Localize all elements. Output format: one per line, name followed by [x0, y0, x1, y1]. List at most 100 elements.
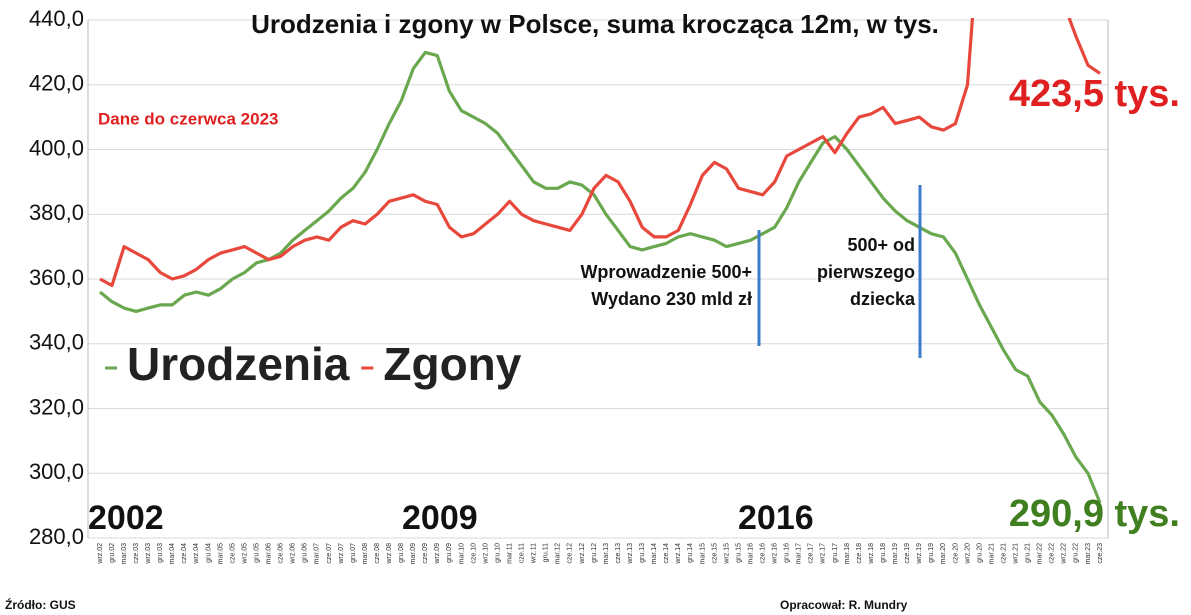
x-tick-label: gru.04 — [205, 543, 212, 563]
x-tick-label: gru.10 — [494, 543, 501, 563]
x-tick-label: mar.10 — [458, 543, 465, 565]
year-label: 2002 — [88, 499, 164, 537]
x-tick-label: mar.18 — [844, 543, 851, 565]
y-tick-label: 420,0 — [29, 71, 84, 96]
x-tick-label: gru.08 — [398, 543, 405, 563]
grid — [87, 19, 1109, 539]
x-tick-label: wrz.05 — [241, 543, 248, 565]
x-tick-label: wrz.20 — [964, 543, 971, 565]
x-tick-label: gru.13 — [639, 543, 646, 563]
x-tick-label: gru.18 — [880, 543, 887, 563]
x-tick-label: cze.03 — [133, 543, 140, 564]
x-tick-label: cze.23 — [1097, 543, 1104, 564]
y-tick-label: 340,0 — [29, 330, 84, 355]
plot-area — [98, 18, 1102, 504]
x-tick-label: wrz.10 — [482, 543, 489, 565]
x-tick-label: wrz.13 — [627, 543, 634, 565]
x-tick-label: wrz.17 — [820, 543, 827, 565]
end-label: 290,9 tys. — [1009, 493, 1180, 535]
x-tick-label: mar.09 — [410, 543, 417, 565]
y-tick-label: 320,0 — [29, 394, 84, 419]
x-tick-label: mar.07 — [314, 543, 321, 565]
x-tick-label: wrz.21 — [1013, 543, 1020, 565]
end-label: 423,5 tys. — [1009, 73, 1180, 115]
x-tick-label: cze.12 — [567, 543, 574, 564]
x-tick-label: gru.15 — [735, 543, 742, 563]
legend-label: Zgony — [383, 338, 521, 390]
x-tick-label: gru.07 — [350, 543, 357, 563]
x-tick-label: mar.04 — [169, 543, 176, 565]
x-tick-label: mar.12 — [555, 543, 562, 565]
y-tick-label: 280,0 — [29, 524, 84, 549]
x-tick-label: cze.13 — [615, 543, 622, 564]
x-tick-label: wrz.03 — [145, 543, 152, 565]
x-tick-label: gru.11 — [543, 543, 550, 562]
x-tick-label: wrz.22 — [1061, 543, 1068, 565]
x-tick-label: cze.20 — [952, 543, 959, 564]
x-tick-label: mar.22 — [1037, 543, 1044, 565]
x-tick-label: cze.04 — [181, 543, 188, 564]
annotation: Dane do czerwca 2023 — [98, 109, 278, 128]
x-tick-label: mar.20 — [940, 543, 947, 565]
annotation: pierwszego — [817, 262, 915, 282]
x-tick-label: cze.08 — [374, 543, 381, 564]
x-tick-label: cze.19 — [904, 543, 911, 564]
annotation: dziecka — [850, 289, 916, 309]
x-tick-label: mar.23 — [1085, 543, 1092, 565]
x-tick-label: gru.21 — [1025, 543, 1032, 563]
x-tick-label: cze.16 — [759, 543, 766, 564]
x-tick-label: wrz.07 — [338, 543, 345, 565]
x-tick-label: cze.05 — [229, 543, 236, 564]
x-tick-label: cze.18 — [856, 543, 863, 564]
x-tick-label: mar.03 — [121, 543, 128, 565]
legend-label: Urodzenia — [127, 338, 350, 390]
x-tick-label: gru.12 — [591, 543, 598, 563]
x-tick-label: gru.05 — [253, 543, 260, 563]
x-tick-label: gru.16 — [784, 543, 791, 563]
annotation: 500+ od — [847, 235, 915, 255]
x-tick-label: wrz.15 — [723, 543, 730, 565]
x-tick-label: cze.17 — [808, 543, 815, 564]
x-tick-label: gru.06 — [302, 543, 309, 563]
x-tick-label: wrz.04 — [193, 543, 200, 565]
x-tick-label: wrz.16 — [772, 543, 779, 565]
x-tick-label: mar.05 — [217, 543, 224, 565]
x-tick-label: mar.21 — [988, 543, 995, 565]
x-tick-label: gru.20 — [976, 543, 983, 563]
x-tick-label: wrz.19 — [916, 543, 923, 565]
x-tick-label: gru.19 — [928, 543, 935, 563]
x-tick-label: cze.21 — [1000, 543, 1007, 564]
x-tick-label: cze.22 — [1049, 543, 1056, 564]
x-tick-label: mar.13 — [603, 543, 610, 565]
x-tick-label: cze.09 — [422, 543, 429, 564]
source: Źródło: GUS — [5, 597, 76, 612]
x-tick-label: cze.14 — [663, 543, 670, 564]
legend: Urodzenia Zgony — [105, 338, 522, 390]
x-tick-label: gru.22 — [1073, 543, 1080, 563]
x-tick-label: cze.07 — [326, 543, 333, 564]
x-tick-label: gru.14 — [687, 543, 694, 563]
annotation: Wprowadzenie 500+ — [580, 262, 752, 282]
x-tick-label: wrz.18 — [868, 543, 875, 565]
year-label: 2016 — [738, 499, 814, 537]
x-tick-label: cze.06 — [278, 543, 285, 564]
x-tick-label: gru.09 — [446, 543, 453, 563]
annotation: Wydano 230 mld zł — [591, 289, 752, 309]
x-tick-label: mar.06 — [266, 543, 273, 565]
x-tick-label: gru.02 — [109, 543, 116, 563]
x-tick-label: mar.14 — [651, 543, 658, 565]
x-tick-label: mar.19 — [892, 543, 899, 565]
x-tick-label: cze.15 — [711, 543, 718, 564]
x-tick-label: mar.08 — [362, 543, 369, 565]
x-tick-label: wrz.12 — [579, 543, 586, 565]
x-tick-label: mar.16 — [747, 543, 754, 565]
x-tick-label: wrz.08 — [386, 543, 393, 565]
y-tick-label: 380,0 — [29, 200, 84, 225]
y-tick-label: 400,0 — [29, 135, 84, 160]
x-tick-label: gru.03 — [157, 543, 164, 563]
x-tick-label: wrz.06 — [290, 543, 297, 565]
x-tick-label: wrz.14 — [675, 543, 682, 565]
x-tick-label: cze.11 — [519, 543, 526, 563]
